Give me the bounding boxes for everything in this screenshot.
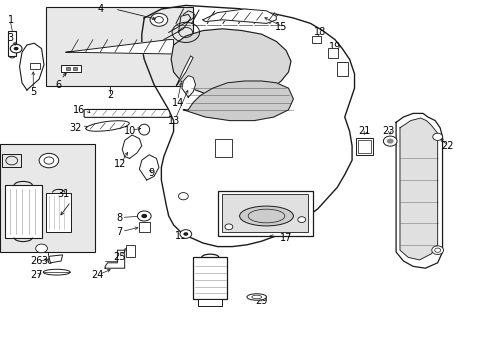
Circle shape — [137, 211, 151, 221]
Text: 18: 18 — [313, 27, 326, 37]
Bar — [46, 193, 71, 232]
Polygon shape — [105, 250, 124, 268]
Text: 15: 15 — [274, 22, 287, 32]
Text: 12: 12 — [113, 159, 126, 169]
Text: 20: 20 — [335, 62, 348, 72]
Bar — [5, 185, 41, 238]
Bar — [358, 140, 370, 153]
Text: 3: 3 — [8, 33, 14, 43]
Bar — [30, 63, 40, 69]
Bar — [2, 154, 21, 167]
Text: 7: 7 — [117, 227, 122, 237]
Text: 5: 5 — [30, 87, 36, 97]
Bar — [46, 7, 193, 86]
Text: 26: 26 — [30, 256, 43, 266]
Circle shape — [180, 230, 191, 238]
Text: 16: 16 — [73, 105, 85, 115]
Circle shape — [154, 17, 163, 23]
Text: 2: 2 — [107, 90, 113, 100]
Text: 31: 31 — [57, 189, 70, 199]
Ellipse shape — [86, 121, 129, 131]
Bar — [66, 67, 70, 70]
Text: 9: 9 — [148, 168, 154, 178]
Circle shape — [36, 244, 47, 253]
Circle shape — [432, 133, 442, 140]
Circle shape — [431, 246, 443, 255]
Polygon shape — [182, 76, 195, 97]
Bar — [193, 257, 227, 299]
Circle shape — [141, 214, 147, 218]
Polygon shape — [399, 118, 437, 260]
Circle shape — [39, 153, 59, 168]
Ellipse shape — [239, 206, 293, 226]
Polygon shape — [139, 155, 159, 180]
Text: 30: 30 — [41, 256, 54, 266]
Text: 10: 10 — [123, 126, 136, 136]
Text: 4: 4 — [97, 4, 103, 14]
Text: 28: 28 — [191, 292, 204, 302]
Polygon shape — [20, 43, 44, 90]
Bar — [311, 36, 320, 43]
Bar — [355, 138, 372, 155]
Ellipse shape — [43, 269, 70, 275]
Circle shape — [14, 47, 19, 50]
Text: 22: 22 — [440, 141, 453, 151]
Bar — [337, 62, 347, 76]
Text: 11: 11 — [174, 231, 187, 241]
Polygon shape — [395, 113, 442, 268]
Text: 8: 8 — [117, 213, 122, 223]
Bar — [139, 222, 150, 232]
Polygon shape — [66, 40, 173, 54]
Text: 21: 21 — [357, 126, 370, 136]
Text: 29: 29 — [255, 296, 267, 306]
Ellipse shape — [246, 294, 266, 300]
Circle shape — [10, 44, 22, 53]
Polygon shape — [49, 255, 62, 263]
Polygon shape — [203, 9, 276, 23]
Circle shape — [224, 224, 232, 230]
Text: 32: 32 — [70, 123, 82, 133]
Polygon shape — [183, 81, 293, 121]
Bar — [0, 144, 95, 252]
Bar — [217, 191, 312, 236]
Polygon shape — [142, 5, 354, 247]
Bar — [8, 31, 16, 56]
Polygon shape — [171, 29, 290, 95]
Bar — [327, 48, 338, 58]
Bar — [215, 139, 232, 157]
Circle shape — [150, 13, 167, 26]
Bar — [222, 194, 307, 232]
FancyBboxPatch shape — [84, 109, 170, 117]
Circle shape — [183, 232, 188, 236]
Text: 27: 27 — [30, 270, 43, 280]
Polygon shape — [122, 135, 142, 158]
Text: 1: 1 — [8, 15, 14, 25]
Text: 6: 6 — [56, 80, 61, 90]
Bar — [198, 299, 222, 306]
Circle shape — [297, 217, 305, 222]
Text: 13: 13 — [167, 116, 180, 126]
Bar — [73, 67, 77, 70]
Text: 23: 23 — [382, 126, 394, 136]
Text: 17: 17 — [279, 233, 292, 243]
Bar — [61, 65, 81, 72]
Circle shape — [386, 139, 393, 144]
Text: 24: 24 — [91, 270, 104, 280]
Text: 14: 14 — [172, 98, 184, 108]
Bar — [126, 245, 135, 257]
Text: 19: 19 — [328, 42, 341, 52]
Circle shape — [383, 136, 396, 146]
Text: 25: 25 — [113, 252, 126, 262]
Polygon shape — [176, 56, 193, 86]
